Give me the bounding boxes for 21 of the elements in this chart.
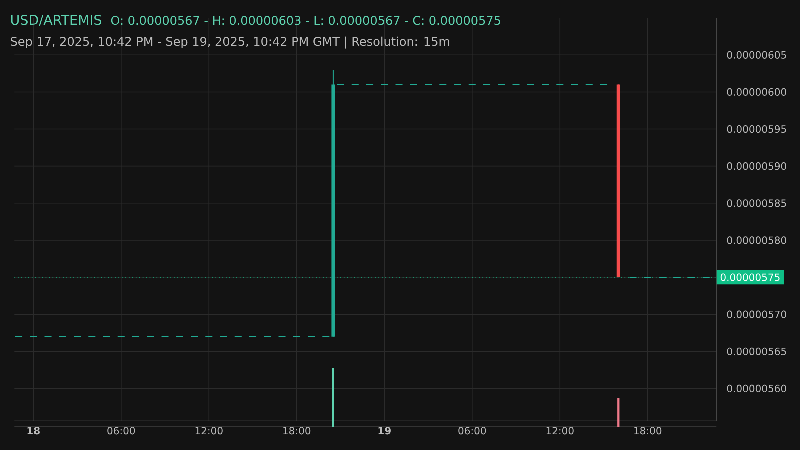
x-tick-label: 19 [378, 427, 391, 435]
x-tick-label: 06:00 [108, 427, 136, 435]
ref-line-label: 0.00000575 [720, 274, 780, 282]
x-tick-label: 12:00 [546, 427, 574, 435]
y-tick-label: 0.00000580 [727, 236, 786, 244]
text: Sep 17, 2025, 10:42 PM - Sep 19, 2025, 10:42 PM GMT | Resolution: 15m [11, 36, 450, 49]
annotation: O: 0.00000567 - H: 0.00000603 - L: 0.00000567 - C: 0.00000575 [111, 16, 500, 26]
y-tick-label: 0.00000600 [727, 88, 786, 96]
chart-title: USD/ARTEMIS [11, 14, 102, 26]
y-tick-label: 0.00000565 [727, 348, 786, 356]
x-tick-label: 06:00 [458, 427, 486, 435]
y-tick-label: 0.00000595 [727, 125, 786, 134]
x-tick-label: 18:00 [284, 427, 311, 435]
x-tick-label: 18:00 [634, 427, 662, 435]
y-tick-label: 0.00000560 [727, 384, 786, 392]
x-tick-label: 12:00 [196, 427, 223, 435]
y-tick-label: 0.00000605 [727, 51, 786, 59]
y-tick-label: 0.00000590 [727, 162, 786, 170]
x-tick-label: 18 [28, 427, 40, 435]
y-tick-label: 0.00000570 [727, 310, 786, 318]
y-tick-label: 0.00000585 [727, 200, 786, 208]
